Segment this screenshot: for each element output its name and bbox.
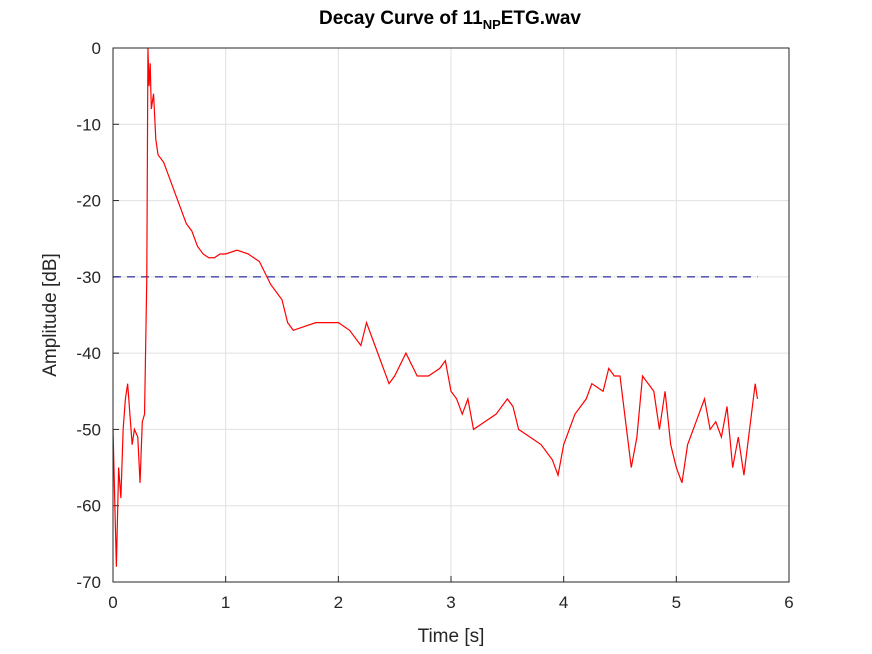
x-tick-label: 0: [108, 593, 117, 612]
x-tick-label: 5: [672, 593, 681, 612]
plot-frame: [112, 47, 790, 583]
decay-line: [112, 47, 759, 567]
title-subscript: NP: [483, 17, 501, 32]
y-tick-label: -70: [76, 573, 101, 592]
y-axis-label: Amplitude [dB]: [40, 253, 61, 377]
title-main: Decay Curve of 11: [319, 8, 483, 29]
x-tick-label: 6: [784, 593, 793, 612]
y-tick-label: -20: [76, 192, 101, 211]
x-tick-label: 4: [559, 593, 568, 612]
y-tick-label: 0: [92, 39, 101, 58]
y-tick-label: -60: [76, 497, 101, 516]
title-suffix: ETG.wav: [501, 8, 582, 29]
y-tick-label: -10: [76, 115, 101, 134]
y-tick-label: -30: [76, 268, 101, 287]
x-axis-label: Time [s]: [418, 626, 485, 647]
x-tick-label: 3: [446, 593, 455, 612]
x-tick-label: 1: [221, 593, 230, 612]
y-tick-label: -50: [76, 420, 101, 439]
y-tick-label: -40: [76, 344, 101, 363]
x-tick-label: 2: [334, 593, 343, 612]
chart-title: Decay Curve of 11NPETG.wav: [319, 8, 581, 32]
